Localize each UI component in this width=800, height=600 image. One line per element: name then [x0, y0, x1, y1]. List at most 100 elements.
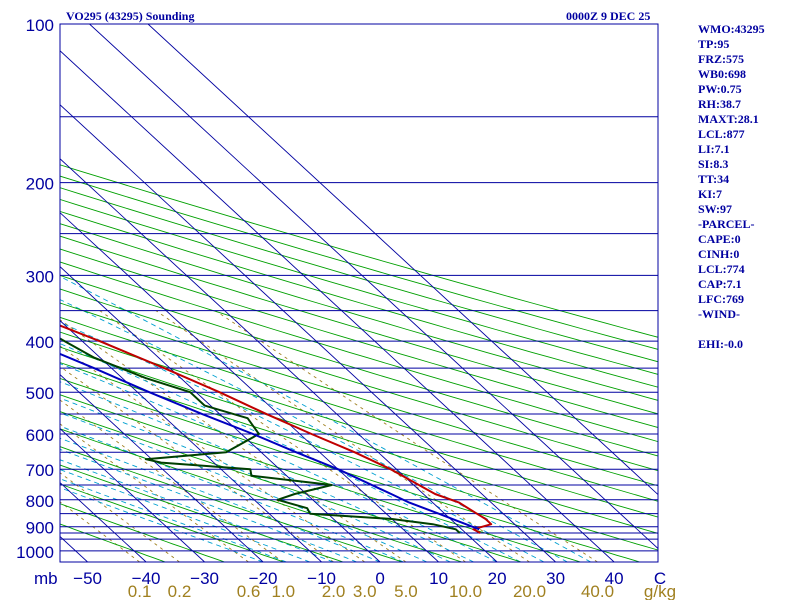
pressure-label: 200 [26, 175, 54, 194]
index-line: SI:8.3 [698, 157, 729, 171]
parcel-line [60, 352, 480, 531]
index-line: LCL:877 [698, 127, 745, 141]
dry-adiabat [60, 210, 658, 388]
index-line: LCL:774 [698, 262, 745, 276]
pressure-label: 700 [26, 461, 54, 480]
dry-adiabat [60, 248, 658, 428]
dry-adiabat [60, 362, 658, 551]
index-line: FRZ:575 [698, 52, 744, 66]
pressure-label: 800 [26, 492, 54, 511]
mixing-ratio-label: 10.0 [449, 582, 482, 600]
mixing-ratio-label: 1.0 [271, 582, 295, 600]
index-line: MAXT:28.1 [698, 112, 759, 126]
index-line: PW:0.75 [698, 82, 742, 96]
mixing-ratio-line [60, 501, 140, 562]
pressure-label: 500 [26, 384, 54, 403]
pressure-label: 900 [26, 519, 54, 538]
dry-adiabat [60, 235, 658, 415]
temperature-label: 20 [488, 569, 507, 588]
pressure-label: 1000 [16, 543, 54, 562]
index-line [698, 322, 798, 337]
isotherm [60, 104, 556, 562]
pressure-label: 600 [26, 426, 54, 445]
dry-adiabat [60, 261, 658, 443]
dry-adiabat [60, 464, 344, 562]
mixing-ratio-label: 20.0 [513, 582, 546, 600]
temperature-unit: C [654, 569, 666, 588]
dry-adiabat [60, 274, 658, 457]
profiles [60, 324, 493, 534]
index-line: TT:34 [698, 172, 730, 186]
dry-adiabat [60, 483, 285, 562]
mixing-ratio-label: 0.1 [128, 582, 152, 600]
isotherm [60, 266, 381, 562]
dry-adiabat [60, 446, 403, 562]
plot-frame [59, 23, 659, 563]
dry-adiabat [60, 302, 658, 487]
dry-adiabat [60, 331, 658, 518]
isotherm [60, 50, 615, 562]
dry-adiabat [60, 503, 225, 562]
isotherm [60, 212, 439, 562]
dry-adiabat [60, 428, 463, 562]
isotherms [60, 24, 658, 562]
temperature-line [60, 324, 493, 534]
index-line: WMO:43295 [698, 22, 765, 36]
time-label: 0000Z 9 DEC 25 [566, 9, 650, 23]
mixing-ratio-label: 0.2 [168, 582, 192, 600]
dry-adiabat [60, 523, 166, 562]
index-line: EHI:-0.0 [698, 337, 743, 351]
index-line: CINH:0 [698, 247, 740, 261]
mixing-ratio-unit: g/kg [644, 582, 676, 600]
dry-adiabat [60, 316, 658, 502]
isotherm [60, 427, 205, 562]
dewpoint-line [60, 337, 461, 534]
temperature-label: −20 [249, 569, 278, 588]
dry-adiabat [60, 198, 658, 375]
index-line: KI:7 [698, 187, 722, 201]
isotherm [147, 24, 658, 496]
index-line: CAP:7.1 [698, 277, 742, 291]
dry-adiabat [60, 164, 658, 338]
index-line: TP:95 [698, 37, 730, 51]
mixing-ratio-label: 5.0 [394, 582, 418, 600]
index-line: LFC:769 [698, 292, 744, 306]
mixing-ratio-label: 40.0 [581, 582, 614, 600]
isotherm [60, 320, 322, 562]
index-line: SW:97 [698, 202, 733, 216]
temperature-label: −30 [190, 569, 219, 588]
isotherm [60, 158, 498, 562]
mixing-ratio-label: 3.0 [353, 582, 377, 600]
dry-adiabat [60, 223, 658, 401]
temperature-label: 0 [375, 569, 384, 588]
temperature-label: −10 [307, 569, 336, 588]
dry-adiabat [60, 175, 658, 350]
index-line: -WIND- [698, 307, 740, 321]
isotherm [89, 24, 658, 550]
pressure-label: 100 [26, 16, 54, 35]
index-line: -PARCEL- [698, 217, 755, 231]
indices-panel: WMO:43295 TP:95 FRZ:575 WB0:698 PW:0.75 RH:38… [698, 22, 798, 352]
mixing-ratio-label: 0.6 [237, 582, 261, 600]
pressure-label: 300 [26, 267, 54, 286]
index-line: WB0:698 [698, 67, 746, 81]
dry-adiabat [60, 411, 522, 562]
temperature-label: 10 [429, 569, 448, 588]
temperature-label: −40 [132, 569, 161, 588]
dry-adiabat [60, 288, 658, 472]
temperature-label: 40 [605, 569, 624, 588]
mixing-ratio-label: 2.0 [322, 582, 346, 600]
dry-adiabat [60, 346, 658, 534]
station-title: VO295 (43295) Sounding [66, 9, 194, 23]
index-line: LI:7.1 [698, 142, 730, 156]
temperature-label: −50 [73, 569, 102, 588]
temperature-label: 30 [546, 569, 565, 588]
pressure-label: 400 [26, 333, 54, 352]
index-line: RH:38.7 [698, 97, 741, 111]
index-line: CAPE:0 [698, 232, 741, 246]
dry-adiabat [60, 394, 581, 562]
dry-adiabat [60, 187, 658, 363]
pressure-unit: mb [34, 569, 58, 588]
